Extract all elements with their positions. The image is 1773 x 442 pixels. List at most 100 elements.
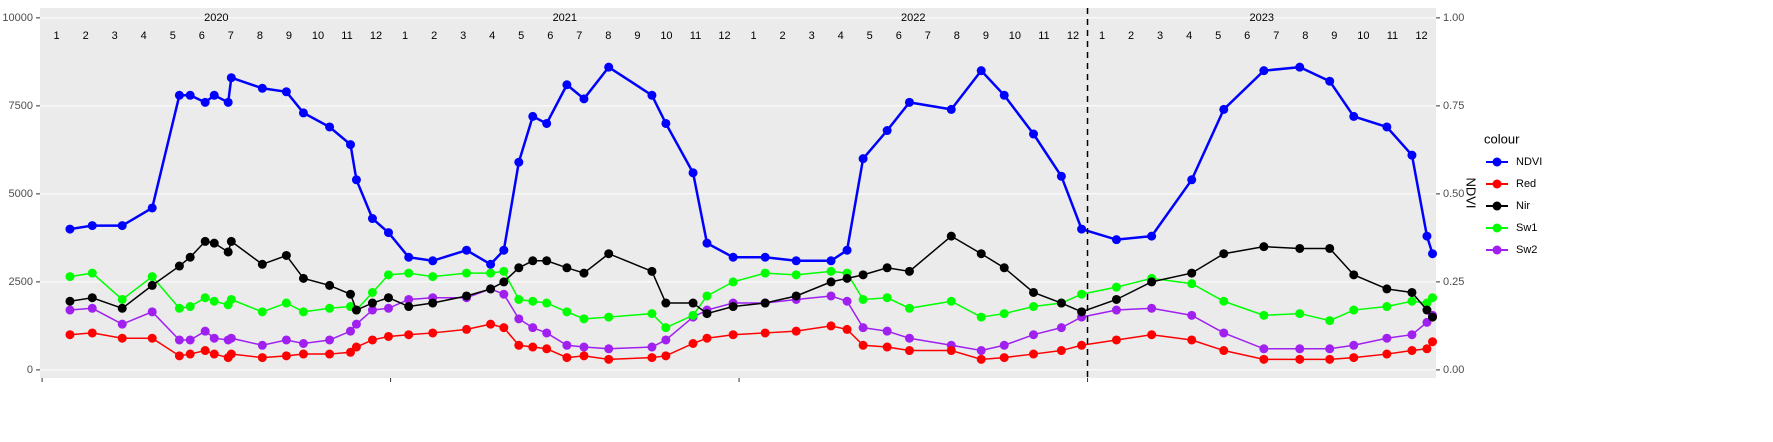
data-point xyxy=(1382,122,1392,132)
plot xyxy=(65,62,1438,364)
data-point xyxy=(1259,310,1269,320)
data-point xyxy=(1056,298,1066,308)
data-point xyxy=(147,333,157,343)
month-label: 6 xyxy=(1244,30,1250,42)
data-point xyxy=(298,307,308,317)
data-point xyxy=(514,314,524,324)
data-point xyxy=(604,249,614,259)
data-point xyxy=(661,323,671,333)
data-point xyxy=(647,90,657,100)
data-point xyxy=(325,280,335,290)
data-point xyxy=(174,335,184,345)
data-point xyxy=(257,353,267,363)
month-label: 1 xyxy=(1099,30,1105,42)
data-point xyxy=(486,284,496,294)
data-point xyxy=(87,293,97,303)
month-label: 8 xyxy=(954,30,960,42)
data-point xyxy=(367,305,377,315)
legend-label: Red xyxy=(1516,178,1536,190)
data-point xyxy=(174,261,184,271)
month-label: 11 xyxy=(1038,30,1049,42)
data-point xyxy=(904,346,914,356)
data-point xyxy=(1147,277,1157,287)
data-point xyxy=(209,90,219,100)
data-point xyxy=(1111,305,1121,315)
data-point xyxy=(281,250,291,260)
data-point xyxy=(87,303,97,313)
data-point xyxy=(1349,340,1359,350)
data-point xyxy=(209,238,219,248)
data-point xyxy=(688,168,698,178)
data-point xyxy=(579,314,589,324)
data-point xyxy=(499,277,509,287)
legend-key-dot xyxy=(1492,179,1502,189)
data-point xyxy=(999,353,1009,363)
month-label: 11 xyxy=(690,30,701,42)
data-point xyxy=(579,342,589,352)
legend-title: colour xyxy=(1484,131,1520,146)
data-point xyxy=(1111,235,1121,245)
data-point xyxy=(946,346,956,356)
data-point xyxy=(298,349,308,359)
month-label: 10 xyxy=(1009,30,1021,42)
data-point xyxy=(1259,354,1269,364)
month-label: 5 xyxy=(170,30,176,42)
data-point xyxy=(1325,354,1335,364)
data-point xyxy=(1147,330,1157,340)
data-point xyxy=(174,303,184,313)
data-point xyxy=(1349,353,1359,363)
data-point xyxy=(1111,294,1121,304)
data-point xyxy=(1029,129,1039,139)
data-point xyxy=(174,351,184,361)
data-point xyxy=(298,108,308,118)
data-point xyxy=(1349,111,1359,121)
data-point xyxy=(858,154,868,164)
data-point xyxy=(882,326,892,336)
month-label: 1 xyxy=(402,30,408,42)
data-point xyxy=(298,338,308,348)
data-point xyxy=(367,287,377,297)
data-point xyxy=(1029,302,1039,312)
data-point xyxy=(257,340,267,350)
data-point xyxy=(1428,293,1438,303)
data-point xyxy=(185,335,195,345)
month-label: 7 xyxy=(576,30,582,42)
data-point xyxy=(65,305,75,315)
data-point xyxy=(760,268,770,278)
data-point xyxy=(87,268,97,278)
month-label: 11 xyxy=(1387,30,1398,42)
legend-label: Nir xyxy=(1516,200,1530,212)
data-point xyxy=(226,236,236,246)
data-point xyxy=(562,307,572,317)
data-point xyxy=(462,245,472,255)
data-point xyxy=(904,333,914,343)
data-point xyxy=(702,333,712,343)
data-point xyxy=(147,307,157,317)
data-point xyxy=(842,273,852,283)
data-point xyxy=(1422,305,1432,315)
month-label: 2 xyxy=(1128,30,1134,42)
y2-tick-label: 1.00 xyxy=(1443,12,1464,24)
data-point xyxy=(117,319,127,329)
data-point xyxy=(688,310,698,320)
data-point xyxy=(826,266,836,276)
data-point xyxy=(976,312,986,322)
data-point xyxy=(1056,323,1066,333)
data-point xyxy=(1382,284,1392,294)
month-label: 9 xyxy=(286,30,292,42)
data-point xyxy=(404,268,414,278)
data-point xyxy=(1428,337,1438,347)
data-point xyxy=(528,111,538,121)
data-point xyxy=(1187,268,1197,278)
month-label: 9 xyxy=(1331,30,1337,42)
data-point xyxy=(791,291,801,301)
data-point xyxy=(404,302,414,312)
data-point xyxy=(661,298,671,308)
data-point xyxy=(542,118,552,128)
data-point xyxy=(604,344,614,354)
data-point xyxy=(1295,62,1305,72)
data-point xyxy=(367,335,377,345)
month-label: 10 xyxy=(660,30,672,42)
month-label: 9 xyxy=(983,30,989,42)
data-point xyxy=(462,268,472,278)
